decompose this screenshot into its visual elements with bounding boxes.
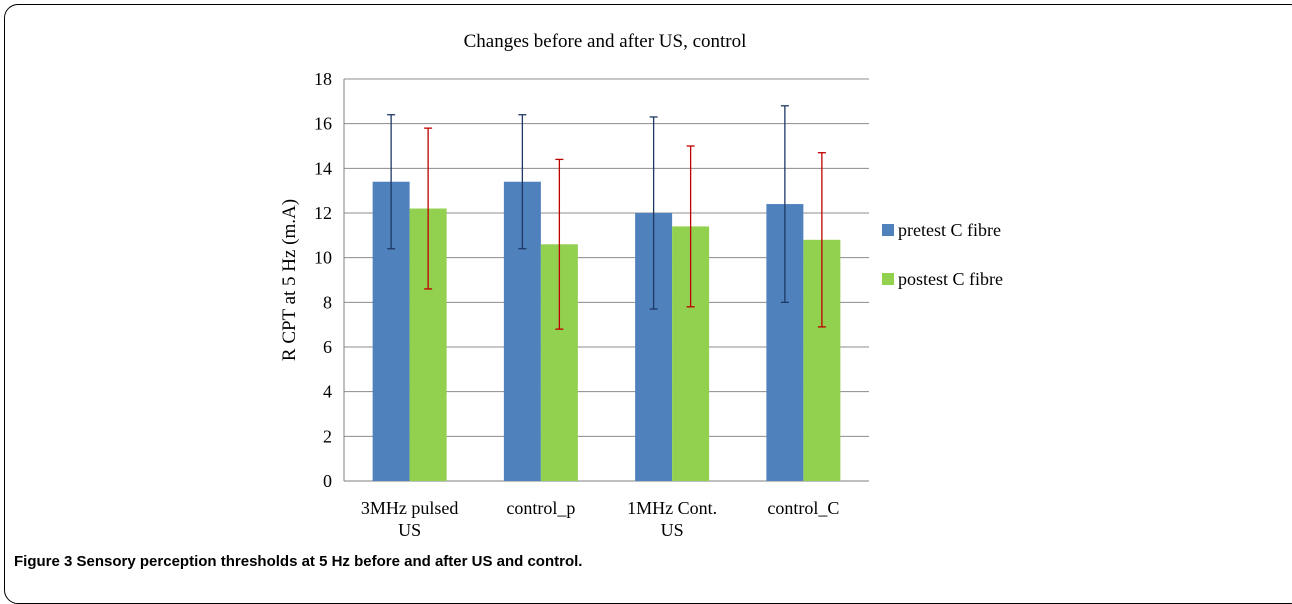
x-category-label: 1MHz Cont. US	[627, 498, 717, 540]
x-category-label-line: US	[661, 520, 684, 540]
x-category-label: control_C	[767, 498, 839, 518]
y-tick-label: 14	[314, 158, 332, 178]
figure-caption: Figure 3 Sensory perception thresholds a…	[14, 553, 582, 570]
figure-caption-text: Sensory perception thresholds at 5 Hz be…	[76, 553, 583, 570]
legend-label: postest C fibre	[898, 269, 1003, 289]
figure-label: Figure 3	[14, 553, 73, 570]
chart-title: Changes before and after US, control	[464, 31, 747, 52]
legend-swatch	[882, 273, 894, 285]
y-tick-label: 10	[314, 248, 332, 268]
legend-swatch	[882, 224, 894, 236]
x-category-label-line: control_p	[506, 498, 575, 518]
x-category-label-line: control_C	[767, 498, 839, 518]
x-category-label-line: 3MHz pulsed	[361, 498, 459, 518]
bars	[372, 181, 841, 482]
error-bars	[387, 105, 826, 330]
y-axis-ticks: 0 2 4 6 8 10 12 14 16 18	[314, 69, 332, 491]
y-axis-label: R CPT at 5 Hz (m.A)	[279, 199, 300, 361]
y-tick-label: 2	[323, 426, 332, 446]
legend: pretest C fibre postest C fibre	[882, 220, 1003, 289]
bar-chart: Changes before and after US, control 0 2 4…	[279, 31, 1003, 540]
y-tick-label: 12	[314, 203, 332, 223]
y-tick-label: 18	[314, 69, 332, 89]
y-tick-label: 16	[314, 114, 332, 134]
x-category-label: 3MHz pulsed US	[361, 498, 459, 540]
y-tick-label: 4	[323, 382, 332, 402]
y-tick-label: 8	[323, 292, 332, 312]
x-category-label-line: US	[398, 520, 421, 540]
x-category-label: control_p	[506, 498, 575, 518]
x-category-label-line: 1MHz Cont.	[627, 498, 717, 518]
y-tick-label: 6	[323, 337, 332, 357]
y-tick-label: 0	[323, 471, 332, 491]
legend-label: pretest C fibre	[898, 220, 1001, 240]
